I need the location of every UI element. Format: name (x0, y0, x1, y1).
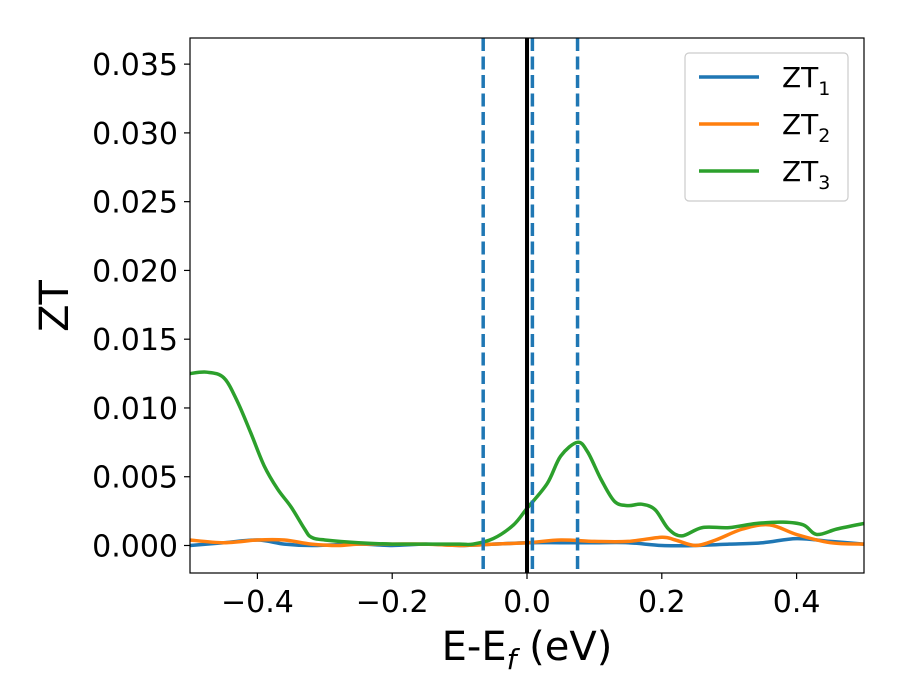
y-tick-label: 0.015 (92, 323, 178, 358)
y-tick-label: 0.030 (92, 117, 178, 152)
y-tick-label: 0.020 (92, 254, 178, 289)
legend-label-3: ZT3 (782, 155, 830, 194)
series-line-2 (190, 522, 864, 548)
legend-label-subscript: 3 (818, 172, 830, 194)
legend-label-2: ZT2 (782, 108, 830, 147)
legend-label-subscript: 1 (818, 78, 830, 100)
legend-label-main: ZT (782, 108, 819, 141)
legend-label-main: ZT (782, 155, 819, 188)
x-tick-label: 0.0 (503, 585, 551, 620)
y-tick-label: 0.005 (92, 461, 178, 496)
x-axis-label-main: E-E (442, 624, 507, 670)
x-tick-label: −0.2 (356, 585, 429, 620)
x-axis-label: E-Ef (eV) (442, 624, 613, 676)
y-axis-ticks: 0.000 0.005 0.010 0.015 0.020 0.025 0.030 0.035 (92, 48, 190, 564)
y-tick-label: 0.000 (92, 529, 178, 564)
reference-lines (481, 38, 580, 573)
x-tick-label: 0.2 (638, 585, 686, 620)
x-tick-label: 0.4 (773, 585, 821, 620)
legend-label-main: ZT (782, 61, 819, 94)
y-tick-label: 0.025 (92, 186, 178, 221)
x-axis-ticks: −0.4 −0.2 0.0 0.2 0.4 (221, 573, 820, 620)
legend-label-subscript: 2 (818, 125, 830, 147)
series-line-3 (190, 370, 864, 547)
y-axis-label: ZT (32, 280, 78, 332)
x-axis-label-tail: (eV) (516, 624, 612, 670)
x-tick-label: −0.4 (221, 585, 294, 620)
y-tick-label: 0.010 (92, 392, 178, 427)
legend-box (684, 52, 849, 202)
y-tick-label: 0.035 (92, 48, 178, 83)
legend-label-1: ZT1 (782, 61, 830, 100)
